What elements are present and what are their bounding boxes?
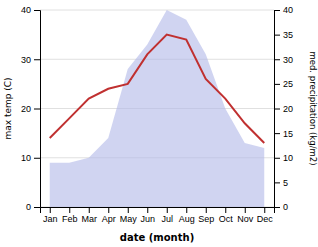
x-tick-label: Jul — [161, 214, 173, 224]
y2-tick: 15 — [274, 129, 293, 139]
y2-axis: 0 5 10 15 20 25 30 35 40 — [274, 5, 293, 212]
y2-tick-label: 15 — [283, 129, 293, 139]
x-tick-label: May — [120, 214, 138, 224]
x-tick: Sep — [198, 207, 214, 224]
x-tick-mark — [186, 207, 187, 213]
y2-tick-mark — [274, 84, 280, 85]
chart: Jan Feb Mar Apr MayJun Jul AugSep OctNovDec 0 10 2… — [0, 0, 318, 247]
y-tick-label: 30 — [21, 55, 31, 65]
x-tick-label: Sep — [198, 214, 214, 224]
y-axis-title: max temp (C) — [3, 77, 13, 139]
y2-tick-mark — [274, 35, 280, 36]
y2-tick-mark — [274, 133, 280, 134]
area — [50, 10, 265, 207]
x-tick-mark — [50, 207, 51, 213]
y2-tick-label: 20 — [283, 104, 293, 114]
y-tick: 30 — [21, 55, 40, 65]
x-tick-mark — [69, 207, 70, 213]
y2-tick: 30 — [274, 55, 293, 65]
x-tick: Dec — [257, 207, 274, 224]
x-axis: Jan Feb Mar Apr MayJun Jul AugSep OctNovDec — [41, 207, 275, 224]
x-tick-mark — [245, 207, 246, 213]
y-tick: 0 — [26, 202, 40, 212]
x-tick-mark — [167, 207, 168, 213]
y-tick-mark — [34, 109, 40, 110]
y-tick-mark — [34, 59, 40, 60]
y2-tick-label: 25 — [283, 79, 293, 89]
y2-tick: 25 — [274, 79, 293, 89]
x-tick-mark — [225, 207, 226, 213]
x-tick-mark — [108, 207, 109, 213]
x-tick: Oct — [219, 207, 234, 224]
x-tick-mark — [89, 207, 90, 213]
x-tick-label: Aug — [179, 214, 195, 224]
y2-tick: 5 — [274, 178, 288, 188]
grid — [40, 10, 274, 207]
x-tick: May — [120, 207, 138, 224]
x-tick: Aug — [179, 207, 195, 224]
y-tick: 10 — [21, 153, 40, 163]
axis-line — [275, 11, 281, 208]
y2-tick: 20 — [274, 104, 293, 114]
plot: Jan Feb Mar Apr MayJun Jul AugSep OctNovDec 0 10 2… — [21, 5, 293, 224]
y2-axis-title: med. precipitation (kg/m2) — [308, 51, 318, 165]
x-tick-mark — [147, 207, 148, 213]
grid-line — [40, 10, 274, 11]
y2-tick: 40 — [274, 5, 293, 15]
y-axis: 0 10 20 30 40 — [21, 5, 41, 212]
x-tick-mark — [264, 207, 265, 213]
x-tick-label: Jan — [43, 214, 58, 224]
x-tick: Jun — [140, 207, 155, 224]
x-tick-mark — [206, 207, 207, 213]
x-axis-title: date (month) — [120, 232, 194, 243]
y2-tick-label: 10 — [283, 153, 293, 163]
y2-tick-label: 0 — [283, 202, 288, 212]
line — [50, 35, 265, 143]
y2-tick-mark — [274, 182, 280, 183]
axis-line — [41, 208, 275, 214]
y2-tick-mark — [274, 207, 280, 208]
y-tick: 20 — [21, 104, 40, 114]
marks — [50, 10, 265, 207]
x-tick: Mar — [82, 207, 98, 224]
x-tick-label: Feb — [62, 214, 78, 224]
y2-tick-mark — [274, 109, 280, 110]
x-tick: Nov — [237, 207, 254, 224]
y2-tick-label: 40 — [283, 5, 293, 15]
y2-tick-label: 30 — [283, 55, 293, 65]
y-tick-label: 40 — [21, 5, 31, 15]
y2-tick: 0 — [274, 202, 288, 212]
x-tick-label: Nov — [237, 214, 254, 224]
x-tick: Apr — [102, 207, 116, 224]
y2-tick: 35 — [274, 30, 293, 40]
y-tick-mark — [34, 207, 40, 208]
x-tick: Feb — [62, 207, 78, 224]
x-tick-label: Jun — [140, 214, 155, 224]
x-tick: Jul — [161, 207, 173, 224]
y-tick-label: 20 — [21, 104, 31, 114]
x-tick-label: Apr — [102, 214, 116, 224]
axis-line — [34, 11, 41, 208]
y2-tick-label: 5 — [283, 178, 288, 188]
x-tick: Jan — [43, 207, 58, 224]
x-tick-label: Mar — [82, 214, 98, 224]
x-tick-label: Oct — [219, 214, 234, 224]
y-tick: 40 — [21, 5, 40, 15]
y-tick-mark — [34, 158, 40, 159]
y-tick-label: 10 — [21, 153, 31, 163]
y2-tick-mark — [274, 10, 280, 11]
x-tick-label: Dec — [257, 214, 274, 224]
y2-tick-label: 35 — [283, 30, 293, 40]
y2-tick-mark — [274, 59, 280, 60]
y-tick-mark — [34, 10, 40, 11]
y2-tick-mark — [274, 158, 280, 159]
y-tick-label: 0 — [26, 202, 31, 212]
x-tick-mark — [128, 207, 129, 213]
y2-tick: 10 — [274, 153, 293, 163]
